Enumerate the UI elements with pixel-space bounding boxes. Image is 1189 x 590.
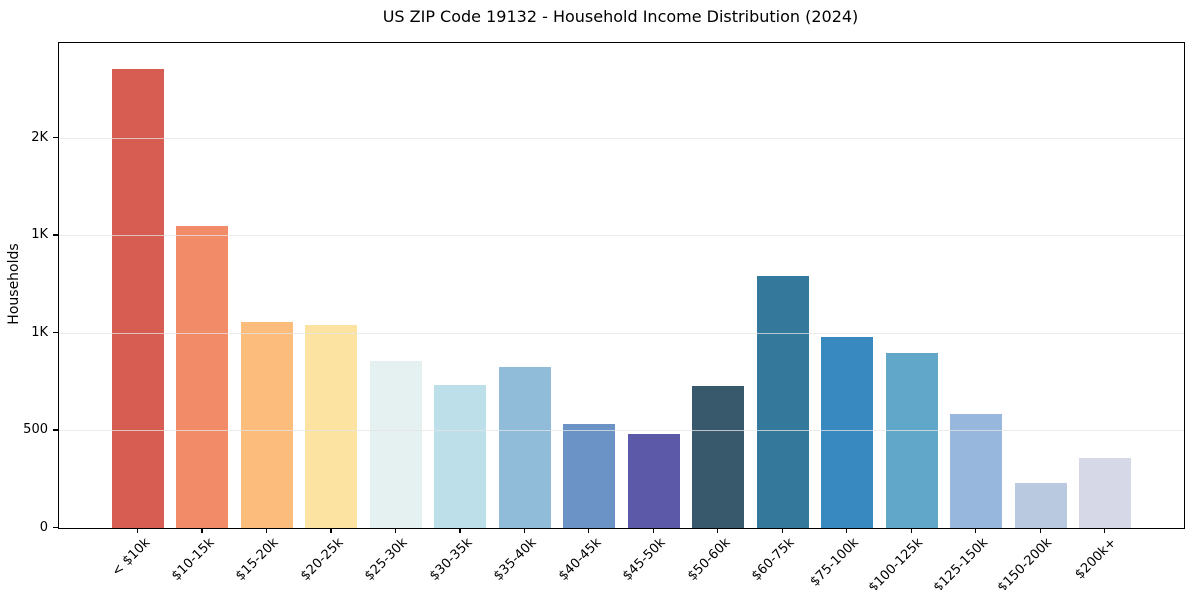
bar-12 (885, 353, 938, 528)
x-tick-label: $20-25k (297, 535, 347, 584)
y-tick-label: 500 (23, 422, 48, 438)
x-tick-label: $50-60k (684, 535, 734, 584)
bar-3 (305, 325, 358, 528)
y-tick-mark (53, 527, 58, 529)
bar-13 (950, 413, 1003, 528)
bar-0 (112, 68, 164, 528)
x-tick-mark (846, 528, 848, 533)
x-tick-mark (265, 528, 268, 533)
x-tick-label: $75-100k (807, 535, 863, 590)
x-tick-mark (1104, 528, 1106, 533)
bar-15 (1079, 457, 1131, 528)
y-tick-label: 1K (31, 227, 48, 243)
x-tick-label: $150-200k (995, 535, 1056, 590)
x-tick-label: $100-125k (866, 535, 927, 590)
y-tick-mark (53, 331, 58, 334)
x-tick-label: $40-45k (555, 535, 605, 584)
bar-11 (821, 336, 874, 528)
bar-6 (498, 367, 551, 528)
y-tick-label: 0 (39, 520, 48, 535)
x-tick-label: $200k+ (1072, 535, 1120, 583)
y-tick-mark (53, 136, 58, 138)
x-tick-label: $30-35k (426, 535, 476, 584)
x-tick-label: $45-50k (620, 535, 669, 584)
y-axis-label: Households (6, 243, 22, 325)
x-tick-mark (781, 528, 783, 533)
bar-10 (756, 276, 809, 528)
x-tick-label: $60-75k (749, 535, 798, 584)
x-tick-mark (394, 528, 397, 533)
x-tick-mark (201, 528, 203, 533)
x-tick-mark (137, 528, 139, 533)
x-tick-label: $125-150k (930, 535, 991, 590)
x-tick-mark (588, 528, 590, 533)
x-tick-label: $15-20k (233, 535, 282, 584)
bar-1 (176, 225, 229, 528)
gridline-500 (59, 430, 1184, 432)
bar-4 (369, 361, 422, 528)
x-tick-label: $25-30k (362, 535, 411, 584)
bar-14 (1014, 483, 1067, 528)
x-tick-mark (975, 528, 977, 533)
x-tick-mark (1039, 528, 1041, 533)
plot-area (58, 42, 1185, 529)
x-tick-label: < $10k (108, 535, 153, 580)
y-tick-mark (53, 234, 58, 236)
bar-5 (434, 384, 487, 528)
gridline-1500 (59, 235, 1184, 237)
y-tick-label: 1K (31, 324, 48, 340)
x-tick-label: $35-40k (491, 535, 540, 584)
y-tick-mark (53, 429, 58, 431)
x-tick-mark (330, 528, 332, 533)
x-tick-label: $10-15k (168, 535, 218, 584)
x-tick-mark (523, 528, 525, 533)
bar-2 (240, 322, 293, 528)
chart-title: US ZIP Code 19132 - Household Income Dis… (382, 7, 859, 26)
bar-8 (627, 434, 680, 528)
x-tick-mark (910, 528, 912, 533)
bar-9 (692, 385, 745, 528)
x-tick-mark (459, 528, 461, 533)
bar-7 (563, 423, 616, 528)
gridline-2000 (59, 137, 1184, 139)
y-tick-label: 2K (31, 129, 48, 145)
gridline-1000 (59, 332, 1184, 334)
x-tick-mark (717, 528, 719, 533)
x-tick-mark (652, 528, 654, 533)
